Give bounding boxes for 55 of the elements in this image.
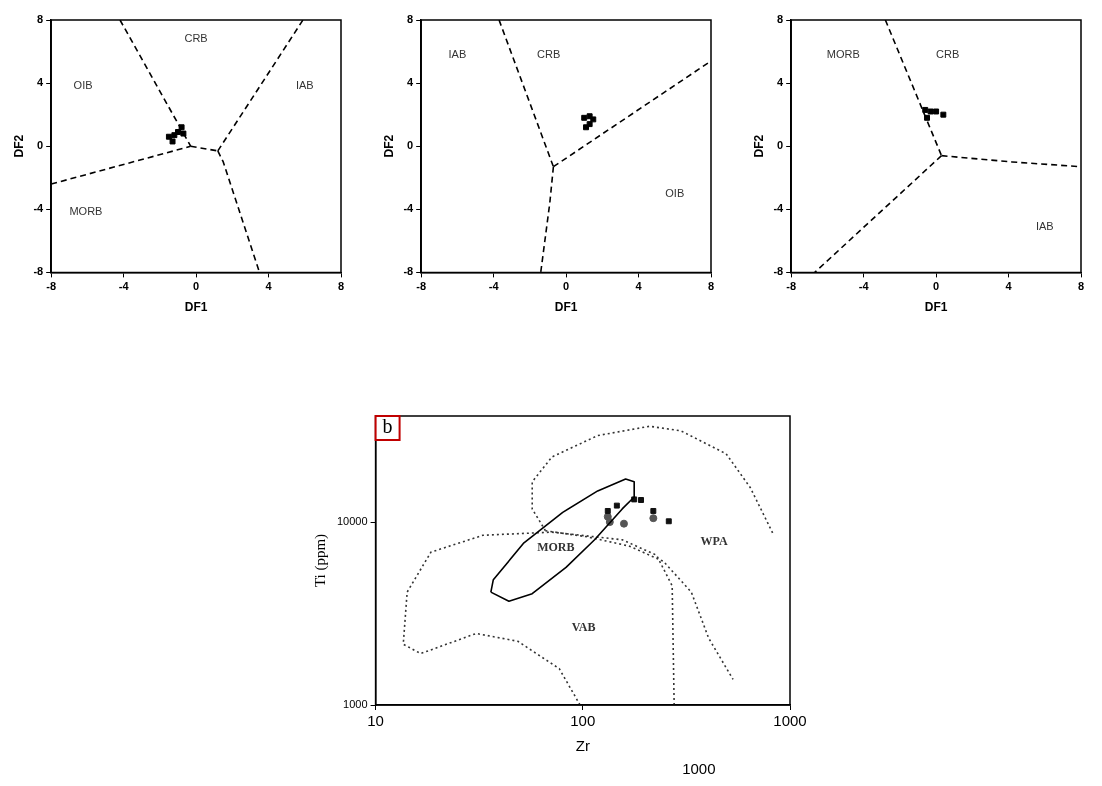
x-tick-label: -8	[786, 280, 797, 293]
y-axis-title: Ti (ppm)	[311, 533, 329, 588]
x-axis-title: DF1	[184, 300, 208, 315]
y-tick-label: 0	[37, 139, 44, 152]
annotation: MORB	[69, 204, 103, 217]
x-tick-label: -4	[488, 280, 500, 293]
y-tick-label: 10000	[336, 515, 368, 528]
y-tick-label: -4	[403, 202, 415, 215]
x-tick-label: 4	[635, 280, 643, 293]
x-axis-title: DF1	[924, 300, 948, 315]
x-axis-title: Zr	[575, 737, 590, 755]
x-tick-label: 100	[570, 712, 596, 730]
x-tick-label: 4	[265, 280, 273, 293]
y-tick-label: 4	[407, 76, 415, 89]
y-axis-title: DF2	[751, 134, 766, 158]
x-tick-label: -8	[416, 280, 427, 293]
y-tick-label: -8	[33, 265, 44, 278]
y-tick-label: 8	[777, 13, 784, 26]
y-tick-label: -8	[773, 265, 784, 278]
y-axis-title: DF2	[11, 134, 26, 158]
annotation: IAB	[448, 48, 467, 61]
x-tick-label: 10	[367, 712, 384, 730]
x-tick-label: -4	[858, 280, 870, 293]
x-tick-label: -8	[46, 280, 57, 293]
annotation: CRB	[936, 48, 960, 61]
y-tick-label: -4	[33, 202, 45, 215]
y-tick-label: 8	[407, 13, 414, 26]
y-tick-label: 8	[37, 13, 44, 26]
y-tick-label: 0	[407, 139, 414, 152]
annotation: VAB	[571, 619, 596, 634]
annotation: CRB	[184, 31, 208, 44]
y-tick-label: -8	[403, 265, 414, 278]
annotation: MORB	[537, 539, 575, 554]
y-tick-label: 4	[777, 76, 785, 89]
annotation: MORB	[826, 48, 860, 61]
x-axis-title: DF1	[554, 300, 578, 315]
x-tick-label: 8	[707, 280, 715, 293]
annotation: IAB	[1035, 220, 1054, 232]
x-tick-label: 8	[1077, 280, 1085, 293]
y-tick-label: 4	[37, 76, 45, 89]
x-tick-label: 4	[1005, 280, 1013, 293]
x-tick-label: -4	[118, 280, 130, 293]
y-axis-title: DF2	[381, 134, 396, 158]
annotation: CRB	[537, 48, 561, 61]
x-tick-label: 0	[933, 280, 940, 293]
annotation: IAB	[295, 78, 314, 91]
x-tick-label: 0	[193, 280, 200, 293]
text: 1000	[682, 760, 716, 778]
y-tick-label: 0	[777, 139, 784, 152]
annotation: WPA	[700, 533, 729, 548]
y-tick-label: -4	[773, 202, 785, 215]
x-tick-label: 0	[563, 280, 570, 293]
chart-title: b	[382, 415, 393, 438]
annotation: OIB	[665, 187, 685, 200]
annotation: OIB	[73, 78, 93, 91]
